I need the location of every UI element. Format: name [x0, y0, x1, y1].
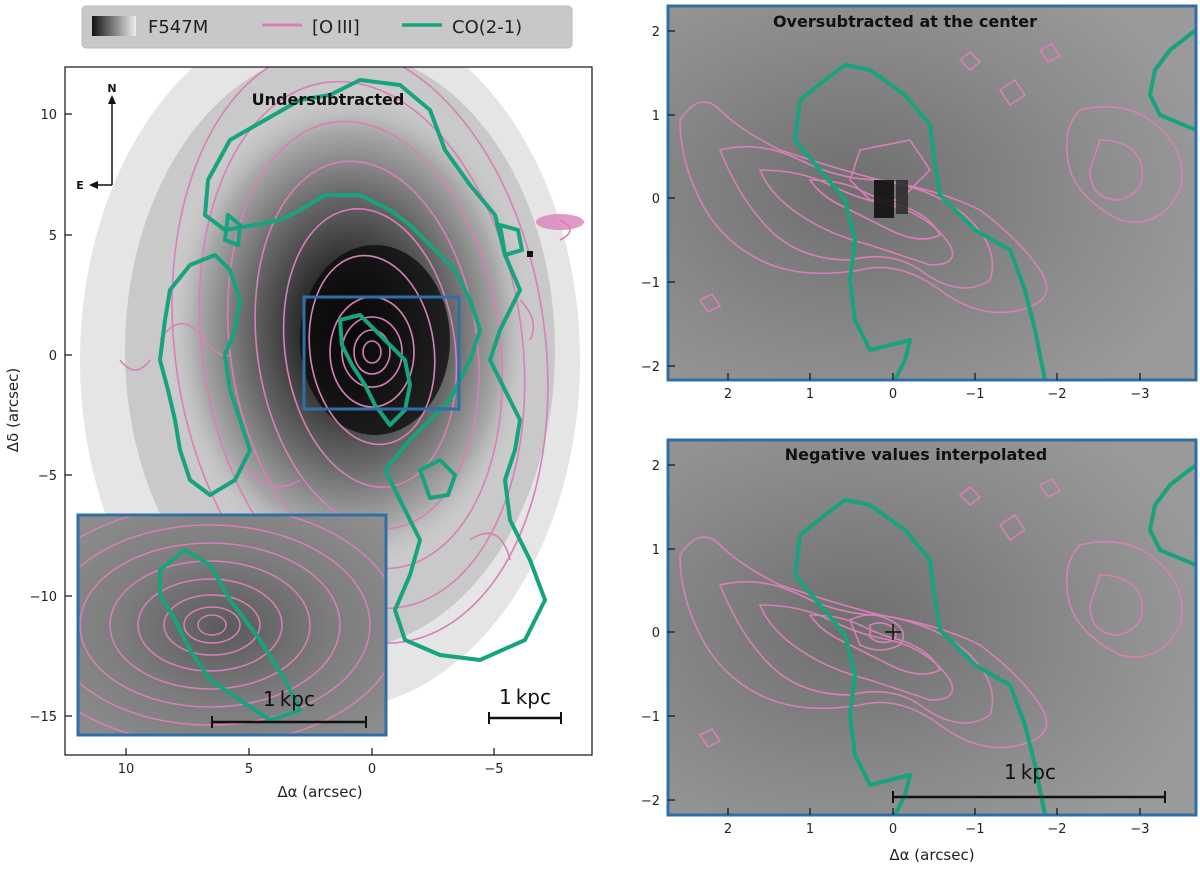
- main-ytick-label: 0: [49, 349, 57, 364]
- top-right-xtick-label: 1: [806, 387, 814, 402]
- center-cross-bottom-right: [885, 624, 901, 640]
- bottom-right-xtick-label: 1: [806, 822, 814, 837]
- top-right-xtick-label: −3: [1130, 387, 1149, 402]
- co-contours-top-right: [793, 28, 1196, 380]
- legend-swatch-f547m: [92, 16, 136, 36]
- main-axes: 10 5 0 −5 10 5 0 −5 −10 −15: [30, 108, 504, 777]
- main-ytick-label: 5: [49, 229, 57, 244]
- bottom-right-ytick-label: 1: [652, 543, 660, 558]
- top-right-ytick-label: −1: [641, 276, 660, 291]
- bottom-right-ytick-label: 0: [652, 626, 660, 641]
- inset-frame: [76, 513, 388, 737]
- main-title: Undersubtracted: [252, 90, 405, 109]
- bottom-right-scale-label: 1 kpc: [1004, 760, 1056, 784]
- main-ytick-label: −10: [30, 590, 57, 605]
- main-inset: 1 kpc: [76, 513, 388, 737]
- oversubtracted-center-dark: [874, 180, 894, 218]
- bottom-right-ytick-label: −2: [641, 794, 660, 809]
- compass: N E: [76, 82, 116, 192]
- top-right-ytick-label: 2: [652, 25, 660, 40]
- top-right-xtick-label: 2: [724, 387, 732, 402]
- main-ytick-label: −5: [38, 469, 57, 484]
- panel-bottom-right: 1 kpc Negative values interpolated 2 1 0 −1…: [641, 438, 1198, 864]
- main-image: 1 kpc N E 1 kpc Undersubtracted: [76, 67, 584, 737]
- main-xtick-label: −5: [484, 762, 503, 777]
- top-right-ytick-label: 0: [652, 192, 660, 207]
- co-contour-inset: [158, 548, 302, 722]
- main-xtick-label: 10: [118, 762, 135, 777]
- main-ytick-label: −15: [30, 710, 57, 725]
- main-scale-label: 1 kpc: [499, 685, 551, 709]
- main-xtick-label: 5: [245, 762, 253, 777]
- panel-top-right: Oversubtracted at the center 2 1 0 −1 −2 −3 2 1…: [641, 4, 1198, 402]
- main-scale-bar: 1 kpc: [488, 685, 562, 724]
- panel-top-right-title: Oversubtracted at the center: [773, 12, 1037, 31]
- top-right-ytick-label: −2: [641, 360, 660, 375]
- panel-bottom-right-frame: [666, 438, 1198, 817]
- main-frame: [64, 66, 593, 756]
- legend: F547M [O III] CO(2-1): [81, 5, 573, 49]
- top-right-xtick-label: −2: [1047, 387, 1066, 402]
- main-xtick-label: 0: [368, 762, 376, 777]
- bottom-right-xlabel: Δα (arcsec): [889, 846, 974, 864]
- top-right-ytick-label: 1: [652, 109, 660, 124]
- oiii-contours-inset: [78, 515, 386, 735]
- top-right-xtick-label: −1: [965, 387, 984, 402]
- legend-label-f547m: F547M: [148, 17, 208, 38]
- compass-north: N: [107, 82, 116, 95]
- co-contours-bottom-right: [793, 463, 1196, 815]
- center-cross: [366, 345, 380, 359]
- bottom-right-ytick-label: 2: [652, 459, 660, 474]
- legend-label-oiii: [O III]: [312, 17, 360, 38]
- bottom-right-xtick-label: 0: [889, 822, 897, 837]
- top-right-xtick-label: 0: [889, 387, 897, 402]
- panel-bottom-right-axes: 2 1 0 −1 −2 −3 2 1 0 −1 −2: [641, 459, 1150, 837]
- main-panel: 1 kpc N E 1 kpc Undersubtracted: [4, 66, 593, 801]
- bottom-right-xtick-label: 2: [724, 822, 732, 837]
- inset-scale-label: 1 kpc: [263, 687, 315, 711]
- main-ylabel: Δδ (arcsec): [4, 368, 22, 452]
- bottom-right-xtick-label: −3: [1130, 822, 1149, 837]
- main-ytick-label: 10: [40, 108, 57, 123]
- bottom-right-scale-bar: 1 kpc: [892, 760, 1166, 803]
- main-xlabel: Δα (arcsec): [277, 783, 362, 801]
- zoom-region-box: [302, 295, 461, 411]
- bottom-right-ytick-label: −1: [641, 710, 660, 725]
- bright-spot: [527, 214, 584, 257]
- legend-box: [81, 5, 573, 49]
- bottom-right-xtick-label: −2: [1047, 822, 1066, 837]
- co-contours-main: [158, 78, 547, 662]
- oiii-contours-main: [119, 67, 571, 644]
- panel-bottom-right-title: Negative values interpolated: [785, 445, 1047, 464]
- bottom-right-xtick-label: −1: [965, 822, 984, 837]
- compass-east: E: [76, 179, 84, 192]
- panel-top-right-axes: 2 1 0 −1 −2 −3 2 1 0 −1 −2: [641, 25, 1150, 402]
- panel-top-right-frame: [666, 4, 1198, 382]
- inset-scale-bar: 1 kpc: [211, 687, 367, 728]
- legend-label-co: CO(2-1): [452, 17, 522, 38]
